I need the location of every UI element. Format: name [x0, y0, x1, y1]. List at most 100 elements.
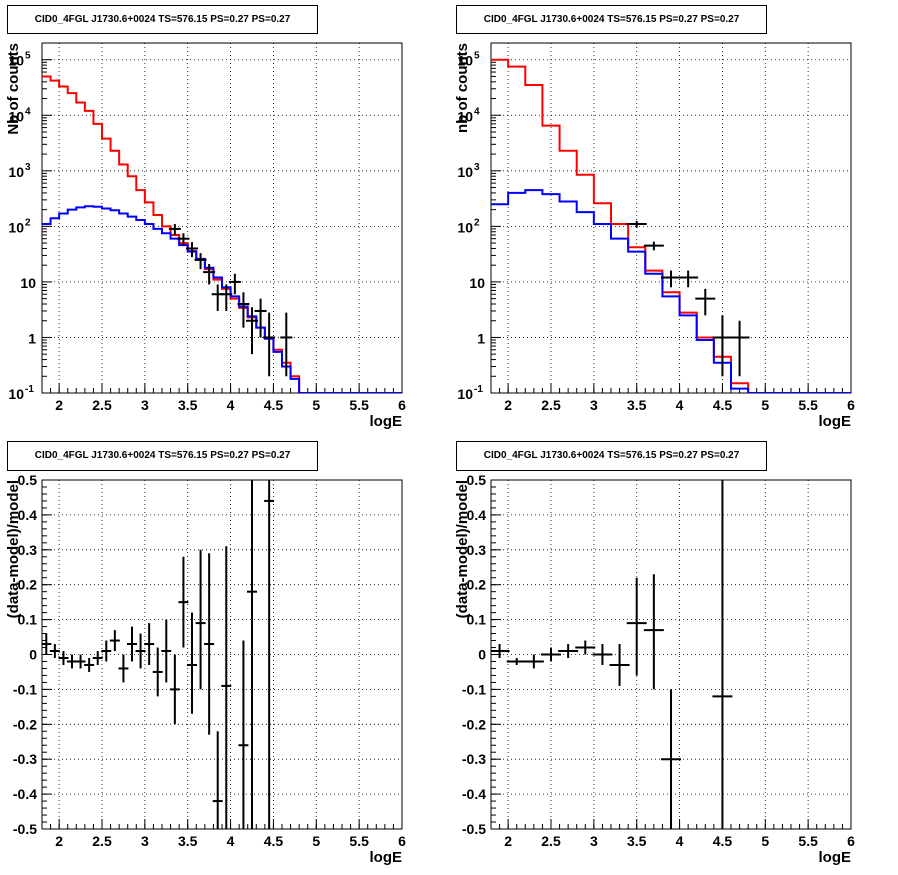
x-tick-label: 3.5	[627, 397, 647, 413]
plot-area: 2 2.5 3 3.5 4 4.5 5 5.5 6 -0.5 -0.4 -0.3 -0.2 -0.1 0 0.…	[5, 472, 406, 866]
y-tick-label: -0.2	[13, 716, 37, 732]
y-tick-label: 0.5	[467, 472, 487, 488]
x-tick-label: 5.5	[798, 397, 818, 413]
x-tick-label: 4.5	[264, 397, 284, 413]
plot-area: 2 2.5 3 3.5 4 4.5 5 5.5 6 -0.5 -0.4 -0.3 -0.2 -0.1 0 0.…	[454, 472, 855, 866]
panel-title: CID0_4FGL J1730.6+0024 TS=576.15 PS=0.27…	[7, 5, 318, 34]
x-tick-label: 2.5	[541, 833, 561, 849]
x-tick-label: 5	[312, 833, 320, 849]
x-tick-label: 3.5	[627, 833, 647, 849]
y-tick-label: 0.1	[467, 612, 487, 628]
y-tick-label: 10	[8, 53, 24, 69]
x-tick-label: 4.5	[713, 833, 733, 849]
y-axis-title: nb of counts	[454, 43, 471, 133]
panel-top-right: CID0_4FGL J1730.6+0024 TS=576.15 PS=0.27…	[449, 0, 898, 437]
panel-top-left: CID0_4FGL J1730.6+0024 TS=576.15 PS=0.27…	[0, 0, 449, 437]
panel-title: CID0_4FGL J1730.6+0024 TS=576.15 PS=0.27…	[456, 441, 767, 471]
plot-frame	[41, 42, 403, 394]
y-tick-label: -0.1	[462, 681, 486, 697]
x-tick-label: 2	[55, 397, 63, 413]
x-tick-label: 5.5	[349, 397, 369, 413]
y-tick-label: 10	[469, 275, 485, 291]
plot-content	[491, 480, 733, 829]
x-tick-label: 2	[504, 397, 512, 413]
model-source-step	[491, 189, 851, 393]
y-tick-label-exponent: -1	[474, 384, 483, 395]
y-tick-label: -0.3	[462, 751, 486, 767]
panel-bottom-left: CID0_4FGL J1730.6+0024 TS=576.15 PS=0.27…	[0, 437, 449, 875]
y-tick-label: 10	[8, 219, 24, 235]
y-tick-label-exponent: 2	[474, 217, 480, 228]
x-axis-title: logE	[819, 849, 852, 866]
y-tick-label: 0.2	[18, 577, 38, 593]
x-tick-label: 6	[847, 833, 855, 849]
x-tick-label: 3	[590, 833, 598, 849]
y-tick-label: 1	[28, 330, 36, 346]
y-tick-label: -0.5	[462, 821, 486, 837]
y-tick-label: 10	[457, 219, 473, 235]
x-tick-label: 4	[676, 833, 684, 849]
y-tick-label: 10	[20, 275, 36, 291]
x-tick-label: 5	[761, 833, 769, 849]
y-tick-label-exponent: 2	[25, 217, 31, 228]
y-axis-title: Nb of counts	[5, 43, 22, 135]
x-tick-label: 6	[398, 833, 406, 849]
x-tick-label: 3.5	[178, 397, 198, 413]
model-source-step	[42, 205, 402, 393]
x-tick-label: 4	[227, 397, 235, 413]
y-tick-label: 0.1	[18, 612, 38, 628]
panel-bottom-right: CID0_4FGL J1730.6+0024 TS=576.15 PS=0.27…	[449, 437, 898, 875]
y-tick-label: 10	[457, 108, 473, 124]
y-tick-label-exponent: 3	[474, 162, 480, 173]
y-tick-label: 10	[8, 108, 24, 124]
plot-content	[42, 480, 275, 829]
x-tick-label: 3.5	[178, 833, 198, 849]
y-tick-label-exponent: 5	[474, 51, 480, 62]
x-tick-label: 5.5	[349, 833, 369, 849]
y-tick-label: 1	[477, 330, 485, 346]
y-tick-label: 0.2	[467, 577, 487, 593]
y-tick-label: 0.5	[18, 472, 38, 488]
x-tick-label: 5	[312, 397, 320, 413]
x-tick-label: 2.5	[92, 397, 112, 413]
y-axis-title: (data-model)/model	[5, 480, 22, 618]
x-axis-title: logE	[819, 413, 852, 430]
model-total-step	[42, 75, 402, 393]
x-tick-label: 4	[676, 397, 684, 413]
y-tick-label: 10	[8, 386, 24, 402]
x-tick-label: 4	[227, 833, 235, 849]
y-tick-label-exponent: 3	[25, 162, 31, 173]
x-axis-title: logE	[370, 413, 403, 430]
x-tick-label: 3	[590, 397, 598, 413]
y-tick-label: -0.2	[462, 716, 486, 732]
y-tick-label: -0.4	[462, 786, 486, 802]
plot-frame	[490, 42, 852, 394]
y-tick-label: 0	[29, 647, 37, 663]
x-tick-label: 2	[504, 833, 512, 849]
x-axis-title: logE	[370, 849, 403, 866]
y-tick-label: 10	[457, 164, 473, 180]
x-tick-label: 2.5	[541, 397, 561, 413]
y-tick-label: 0.4	[18, 507, 38, 523]
x-tick-label: 4.5	[713, 397, 733, 413]
y-axis-title: (data-model)/model	[454, 480, 471, 618]
y-tick-label: -0.1	[13, 681, 37, 697]
y-tick-label-exponent: 4	[25, 106, 31, 117]
plot-content	[491, 58, 851, 393]
y-tick-label: 10	[457, 53, 473, 69]
y-tick-label: -0.3	[13, 751, 37, 767]
y-tick-label: -0.5	[13, 821, 37, 837]
x-tick-label: 4.5	[264, 833, 284, 849]
y-tick-label-exponent: 5	[25, 51, 31, 62]
y-tick-label: 0.3	[18, 542, 38, 558]
y-tick-label: 0.3	[467, 542, 487, 558]
y-tick-label: 0.4	[467, 507, 487, 523]
x-tick-label: 3	[141, 397, 149, 413]
y-tick-label-exponent: -1	[25, 384, 34, 395]
x-tick-label: 2.5	[92, 833, 112, 849]
x-tick-label: 5	[761, 397, 769, 413]
y-tick-label: 0	[478, 647, 486, 663]
x-tick-label: 3	[141, 833, 149, 849]
